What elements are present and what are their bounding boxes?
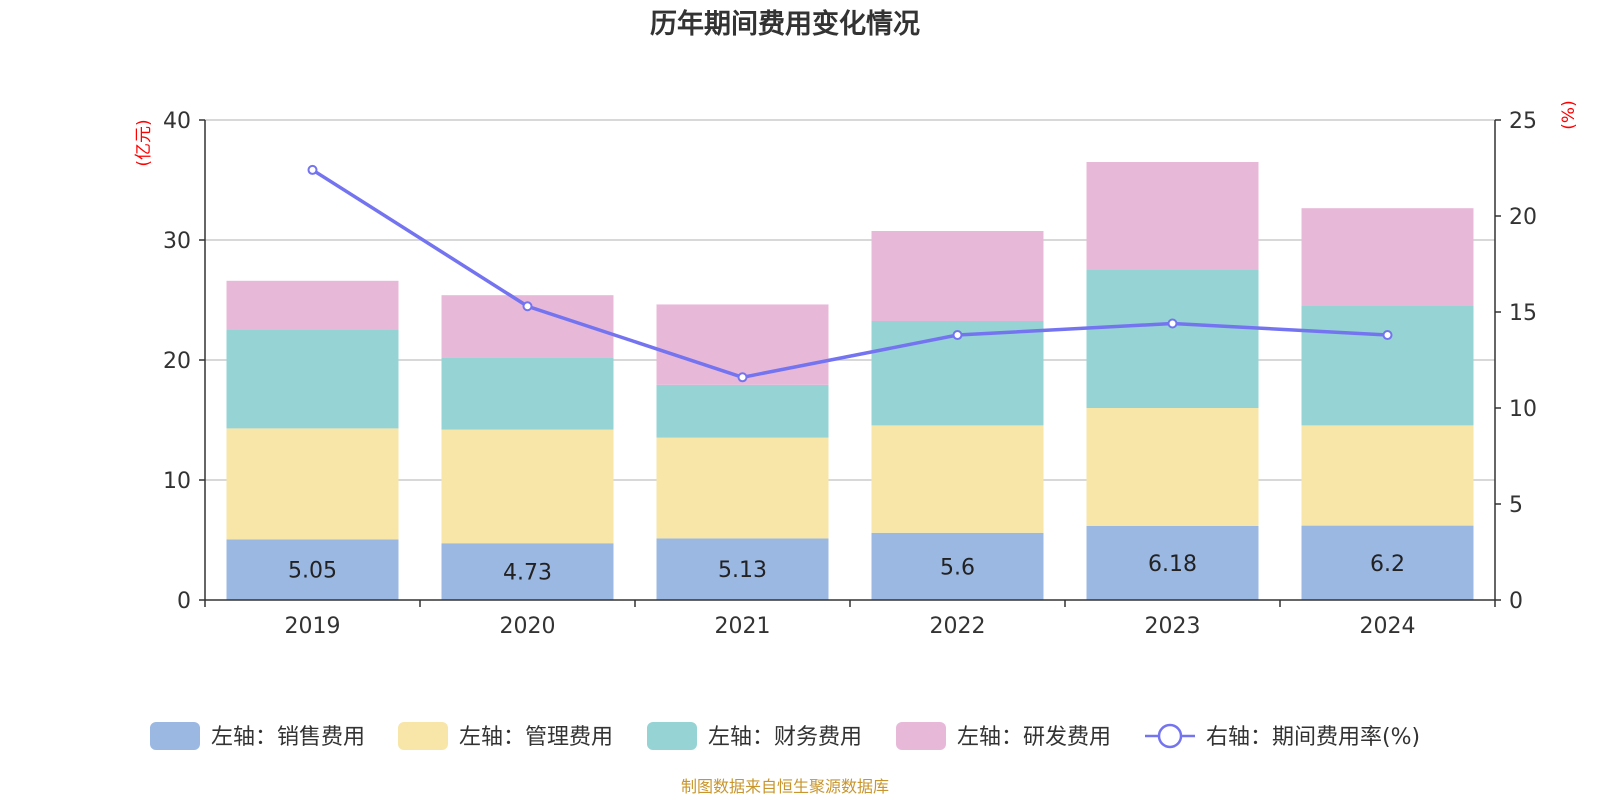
bar-segment [1086,270,1259,408]
legend: 左轴：销售费用 左轴：管理费用 左轴：财务费用 左轴：研发费用 右轴：期间费用率(%) [150,722,1420,750]
bar-segment [871,532,1044,600]
right-axis-unit: (%) [1559,100,1579,129]
bar-segment [441,429,614,544]
x-tick-label: 2022 [930,614,986,639]
bar-value-label: 6.2 [1370,552,1405,577]
legend-label: 左轴：销售费用 [211,725,365,750]
bar-segment [226,330,399,429]
legend-label: 左轴：管理费用 [459,725,613,750]
bar-segment [656,538,829,600]
x-tick-label: 2023 [1145,614,1201,639]
bar-segment [441,543,614,600]
bar-value-label: 5.05 [288,559,337,584]
right-tick-label: 15 [1509,301,1537,326]
bar-segment [441,357,614,430]
left-tick-label: 0 [177,589,191,614]
left-axis-unit: (亿元) [134,119,154,166]
legend-swatch [896,722,946,750]
bar-segment [1301,425,1474,526]
legend-swatch [150,722,200,750]
bar-segment [871,231,1044,321]
x-tick-label: 2020 [500,614,556,639]
rate-point [522,301,533,312]
bar-segment [226,280,399,330]
right-tick-label: 5 [1509,493,1523,518]
left-tick-label: 40 [163,109,191,134]
chart-title: 历年期间费用变化情况 [650,8,920,40]
bar-segment [656,384,829,438]
bar-segment [656,304,829,385]
bar-value-label: 6.18 [1148,552,1197,577]
x-tick-label: 2019 [285,614,341,639]
legend-label: 左轴：研发费用 [957,725,1111,750]
x-tick-label: 2021 [715,614,771,639]
bar-segment [1086,162,1259,270]
right-tick-label: 10 [1509,397,1537,422]
bar-segment [1086,525,1259,600]
right-tick-label: 20 [1509,205,1537,230]
left-tick-label: 20 [163,349,191,374]
bar-segment [1086,408,1259,526]
rate-point [1167,318,1178,329]
legend-label: 左轴：财务费用 [708,725,862,750]
bar-value-label: 4.73 [503,561,552,586]
source-note: 制图数据来自恒生聚源数据库 [681,777,889,796]
rate-line-layer [307,164,1393,383]
bar-segment [1301,305,1474,426]
left-tick-label: 30 [163,229,191,254]
rate-point [307,164,318,175]
rate-point [952,330,963,341]
x-tick-label: 2024 [1360,614,1416,639]
axes: 0 10 20 30 40 0 5 10 15 20 25 2019 2020 2021 2022 2023 2… [163,109,1537,639]
legend-swatch [398,722,448,750]
rate-point [1382,330,1393,341]
bar-segment [871,425,1044,533]
bar-value-label: 5.13 [718,558,767,583]
bar-value-label: 5.6 [940,555,975,580]
legend-marker [1157,723,1183,749]
right-tick-label: 0 [1509,589,1523,614]
legend-swatch [647,722,697,750]
right-tick-label: 25 [1509,109,1537,134]
bar-segment [226,539,399,600]
bar-segment [656,437,829,539]
legend-label: 右轴：期间费用率(%) [1206,725,1420,750]
bar-segment [1301,208,1474,306]
bar-layer: 5.05 4.73 5.13 5.6 6.18 6.2 [226,162,1474,600]
rate-line [311,168,1388,380]
rate-point [737,372,748,383]
left-tick-label: 10 [163,469,191,494]
bar-segment [1301,525,1474,600]
bar-segment [226,428,399,540]
